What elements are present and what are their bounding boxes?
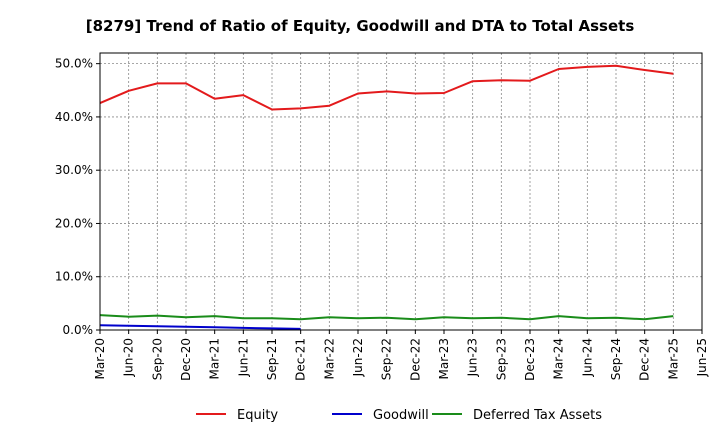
x-tick-label: Sep-20 <box>150 338 164 380</box>
x-tick-label: Mar-21 <box>208 338 222 379</box>
series-line-goodwill <box>99 324 301 330</box>
series-lines <box>99 64 674 330</box>
grid <box>100 53 702 330</box>
y-tick-label: 50.0% <box>55 57 93 71</box>
y-tick-label: 0.0% <box>63 323 94 337</box>
x-tick-label: Sep-24 <box>609 338 623 380</box>
x-tick-label: Mar-23 <box>437 338 451 379</box>
x-tick-label: Jun-25 <box>695 338 709 377</box>
x-tick-label: Jun-21 <box>236 338 250 377</box>
x-tick-label: Mar-24 <box>552 338 566 379</box>
plot-frame <box>99 52 703 331</box>
legend-label-equity: Equity <box>237 408 278 423</box>
x-tick-label: Sep-22 <box>380 338 394 380</box>
x-tick-label: Jun-24 <box>580 338 594 377</box>
x-tick-label: Dec-23 <box>523 338 537 381</box>
x-axis-ticks: Mar-20 Jun-20 Sep-20 Dec-20 Mar-21 Jun-21 Sep-… <box>93 330 709 381</box>
x-tick-label: Jun-20 <box>122 338 136 377</box>
x-tick-label: Sep-21 <box>265 338 279 380</box>
x-tick-label: Dec-20 <box>179 338 193 381</box>
x-tick-label: Jun-22 <box>351 338 365 377</box>
x-tick-label: Mar-22 <box>322 338 336 379</box>
legend-label-deferred-tax-assets: Deferred Tax Assets <box>473 408 602 423</box>
x-tick-label: Dec-22 <box>408 338 422 381</box>
x-tick-label: Dec-24 <box>638 338 652 381</box>
y-tick-label: 10.0% <box>55 270 93 284</box>
x-tick-label: Jun-23 <box>466 338 480 377</box>
y-tick-label: 20.0% <box>55 216 93 230</box>
x-tick-label: Mar-20 <box>93 338 107 379</box>
legend-label-goodwill: Goodwill <box>373 408 429 423</box>
series-line-equity <box>99 64 674 111</box>
y-tick-label: 40.0% <box>55 110 93 124</box>
y-axis-ticks: 0.0% 10.0% 20.0% 30.0% 40.0% 50.0% <box>55 57 100 337</box>
chart-title: [8279] Trend of Ratio of Equity, Goodwil… <box>86 17 635 35</box>
y-tick-label: 30.0% <box>55 163 93 177</box>
x-tick-label: Dec-21 <box>294 338 308 381</box>
legend: Equity Goodwill Deferred Tax Assets <box>196 408 602 423</box>
series-line-deferred-tax-assets <box>99 314 674 321</box>
x-tick-label: Mar-25 <box>666 338 680 379</box>
x-tick-label: Sep-23 <box>494 338 508 380</box>
